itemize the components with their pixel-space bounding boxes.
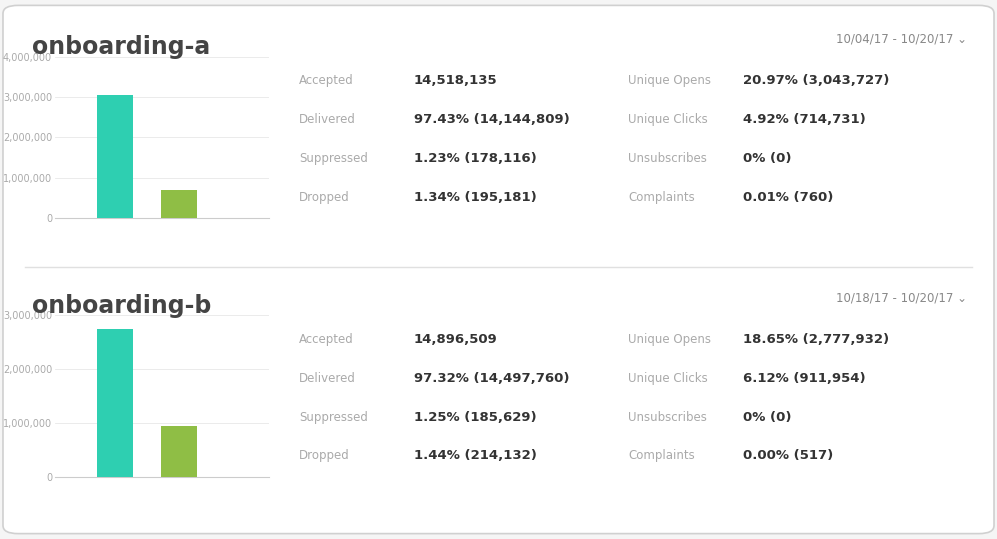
Text: 97.43% (14,144,809): 97.43% (14,144,809)	[414, 113, 569, 126]
Text: 97.32% (14,497,760): 97.32% (14,497,760)	[414, 372, 569, 385]
Text: Suppressed: Suppressed	[299, 411, 368, 424]
Text: Dropped: Dropped	[299, 191, 350, 204]
Text: Complaints: Complaints	[628, 450, 695, 462]
Text: Dropped: Dropped	[299, 450, 350, 462]
Text: 10/04/17 - 10/20/17 ⌄: 10/04/17 - 10/20/17 ⌄	[836, 32, 967, 45]
Text: 18.65% (2,777,932): 18.65% (2,777,932)	[743, 333, 889, 346]
Text: Accepted: Accepted	[299, 74, 354, 87]
Text: onboarding-b: onboarding-b	[32, 294, 211, 318]
Text: Unique Opens: Unique Opens	[628, 333, 711, 346]
Text: Unsubscribes: Unsubscribes	[628, 152, 707, 165]
Text: onboarding-a: onboarding-a	[32, 35, 210, 59]
Text: Delivered: Delivered	[299, 372, 356, 385]
Text: 20.97% (3,043,727): 20.97% (3,043,727)	[743, 74, 889, 87]
Text: 14,896,509: 14,896,509	[414, 333, 498, 346]
Text: Complaints: Complaints	[628, 191, 695, 204]
Text: 0% (0): 0% (0)	[743, 411, 792, 424]
Text: 1.23% (178,116): 1.23% (178,116)	[414, 152, 536, 165]
Text: 14,518,135: 14,518,135	[414, 74, 498, 87]
Text: 10/18/17 - 10/20/17 ⌄: 10/18/17 - 10/20/17 ⌄	[836, 291, 967, 304]
Bar	[161, 190, 197, 218]
Text: 0% (0): 0% (0)	[743, 152, 792, 165]
Text: Unique Opens: Unique Opens	[628, 74, 711, 87]
Bar	[161, 426, 197, 477]
Text: 0.00% (517): 0.00% (517)	[743, 450, 833, 462]
Text: Unique Clicks: Unique Clicks	[628, 113, 708, 126]
Text: Unsubscribes: Unsubscribes	[628, 411, 707, 424]
Text: Unique Clicks: Unique Clicks	[628, 372, 708, 385]
Text: Accepted: Accepted	[299, 333, 354, 346]
Text: 1.44% (214,132): 1.44% (214,132)	[414, 450, 536, 462]
Text: 0.01% (760): 0.01% (760)	[743, 191, 833, 204]
Bar	[97, 329, 133, 477]
Text: Delivered: Delivered	[299, 113, 356, 126]
Text: 4.92% (714,731): 4.92% (714,731)	[743, 113, 865, 126]
Bar	[97, 95, 133, 218]
Text: 1.34% (195,181): 1.34% (195,181)	[414, 191, 536, 204]
Text: 6.12% (911,954): 6.12% (911,954)	[743, 372, 865, 385]
Text: 1.25% (185,629): 1.25% (185,629)	[414, 411, 536, 424]
Text: Suppressed: Suppressed	[299, 152, 368, 165]
